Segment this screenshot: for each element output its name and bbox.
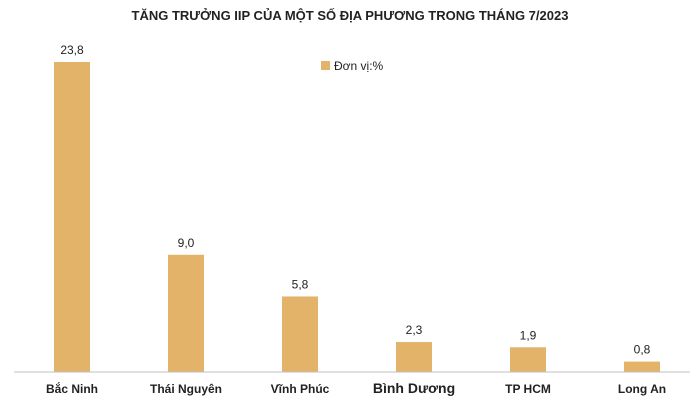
bar-5 <box>624 361 660 372</box>
legend: Đơn vị:% <box>321 59 384 73</box>
data-label-5: 0,8 <box>634 343 651 357</box>
data-label-3: 2,3 <box>406 323 423 337</box>
category-label-1: Thái Nguyên <box>150 382 222 396</box>
legend-swatch <box>321 61 330 70</box>
category-labels: Bắc Ninh Thái Nguyên Vĩnh Phúc Bình Dương TP… <box>46 380 666 396</box>
category-label-5: Long An <box>618 382 666 396</box>
bar-3 <box>396 342 432 372</box>
category-label-3: Bình Dương <box>373 380 455 396</box>
bar-1 <box>168 254 204 372</box>
category-label-4: TP HCM <box>505 382 551 396</box>
data-label-4: 1,9 <box>520 328 537 342</box>
legend-label: Đơn vị:% <box>334 59 384 73</box>
bar-4 <box>510 347 546 372</box>
data-label-2: 5,8 <box>292 277 309 291</box>
data-label-0: 23,8 <box>60 43 84 57</box>
category-label-2: Vĩnh Phúc <box>271 382 330 396</box>
bar-0 <box>54 62 90 372</box>
category-label-0: Bắc Ninh <box>46 381 98 396</box>
bar-2 <box>282 296 318 372</box>
chart-title: TĂNG TRƯỞNG IIP CỦA MỘT SỐ ĐỊA PHƯƠNG TR… <box>132 8 569 23</box>
data-label-1: 9,0 <box>178 236 195 250</box>
bars-group: 23,8 9,0 5,8 2,3 1,9 0,8 <box>54 43 660 372</box>
